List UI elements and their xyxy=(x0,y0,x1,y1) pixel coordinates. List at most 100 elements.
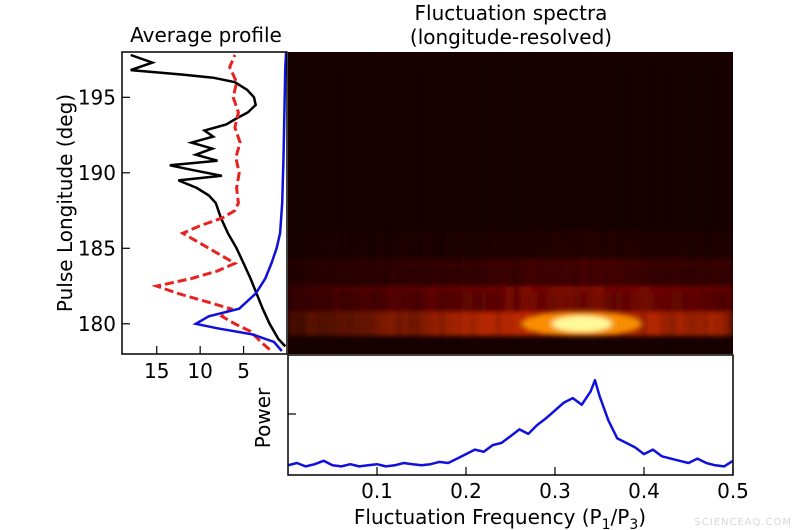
heatmap-cell-1-2 xyxy=(293,286,298,314)
heatmap-streak-61 xyxy=(535,52,537,354)
heatmap-streak-47 xyxy=(478,52,481,354)
profile-y-tick-label-1: 185 xyxy=(78,236,116,260)
heatmap-cell-2-135 xyxy=(688,258,692,293)
heatmap-cell-3-29 xyxy=(374,230,378,267)
heatmap-cell-2-35 xyxy=(391,258,395,293)
heatmap-cell-3-23 xyxy=(356,230,360,267)
heatmap-cell-1-49 xyxy=(433,286,437,314)
heatmap-streak-68 xyxy=(563,52,566,354)
heatmap-cell-0-16 xyxy=(335,311,339,336)
heatmap-streak-49 xyxy=(486,52,489,354)
heatmap-streak-84 xyxy=(628,52,631,354)
heatmap-cell-0-144 xyxy=(715,311,719,336)
heatmap-cell-0-66 xyxy=(483,311,487,336)
heatmap-cell-1-78 xyxy=(519,286,523,314)
power-series-line xyxy=(288,378,733,468)
heatmap-cell-1-125 xyxy=(658,286,662,314)
spectra-title-line-1: Fluctuation spectra xyxy=(415,1,608,25)
profile-title: Average profile xyxy=(130,23,282,47)
heatmap-streak-65 xyxy=(551,52,554,354)
heatmap-cell-1-127 xyxy=(664,286,668,314)
heatmap-cell-3-135 xyxy=(688,230,692,267)
heatmap-cell-3-28 xyxy=(371,230,375,267)
heatmap-cell-2-49 xyxy=(433,258,437,293)
heatmap-streak-100 xyxy=(693,52,695,354)
heatmap-cell-2-146 xyxy=(721,258,725,293)
heatmap-cell-0-75 xyxy=(510,311,514,336)
heatmap-cell-1-111 xyxy=(617,286,621,314)
heatmap-cell-2-138 xyxy=(697,258,701,293)
heatmap-cell-0-73 xyxy=(504,311,508,336)
heatmap-cell-3-57 xyxy=(457,230,461,267)
heatmap-cell-2-65 xyxy=(480,258,484,293)
heatmap-streak-55 xyxy=(510,52,513,354)
heatmap-streak-22 xyxy=(377,52,380,354)
heatmap-cell-0-76 xyxy=(513,311,517,336)
heatmap-cell-0-139 xyxy=(700,311,704,336)
heatmap-cell-3-27 xyxy=(368,230,372,267)
heatmap-cell-3-102 xyxy=(590,230,594,267)
heatmap-cell-1-86 xyxy=(543,286,547,314)
heatmap-cell-3-136 xyxy=(691,230,695,267)
heatmap-cell-0-148 xyxy=(727,311,731,336)
heatmap-cell-3-64 xyxy=(477,230,482,267)
heatmap-cell-3-76 xyxy=(513,230,517,267)
heatmap-cell-1-102 xyxy=(590,286,594,314)
heatmap-cell-3-32 xyxy=(382,230,387,267)
heatmap-cell-3-121 xyxy=(647,230,651,267)
profile-x-tick-label-0: 15 xyxy=(144,359,169,383)
heatmap-cell-2-44 xyxy=(418,258,422,293)
heatmap-cell-2-61 xyxy=(469,258,473,293)
heatmap-cell-0-45 xyxy=(421,311,425,336)
heatmap-cell-2-130 xyxy=(673,258,677,293)
heatmap-streak-91 xyxy=(656,52,659,354)
heatmap-cell-2-8 xyxy=(311,258,315,293)
heatmap-cell-0-67 xyxy=(486,311,490,336)
heatmap-cell-2-121 xyxy=(647,258,651,293)
heatmap-cell-2-9 xyxy=(314,258,318,293)
heatmap-cell-3-65 xyxy=(480,230,484,267)
heatmap-bands xyxy=(288,230,733,336)
heatmap-cell-2-125 xyxy=(658,258,662,293)
heatmap-cell-0-26 xyxy=(365,311,369,336)
heatmap-cell-2-139 xyxy=(700,258,704,293)
heatmap-cell-3-1 xyxy=(291,230,294,266)
heatmap-cell-3-96 xyxy=(572,230,576,267)
heatmap-cell-3-2 xyxy=(294,230,297,266)
heatmap-cell-3-50 xyxy=(436,230,440,267)
heatmap-streak-95 xyxy=(672,52,675,354)
heatmap-cell-2-137 xyxy=(694,258,698,293)
heatmap-cell-0-22 xyxy=(353,311,357,336)
heatmap-peak-core xyxy=(551,315,612,332)
heatmap-streak-14 xyxy=(344,52,347,354)
heatmap-cell-2-106 xyxy=(602,258,606,293)
heatmap-cell-1-6 xyxy=(305,286,309,314)
heatmap-cell-0-57 xyxy=(457,311,461,336)
heatmap-cell-0-63 xyxy=(474,311,479,336)
heatmap-streak-54 xyxy=(506,52,509,354)
heatmap-cell-1-115 xyxy=(629,286,633,314)
heatmap-cell-2-60 xyxy=(466,258,470,293)
heatmap-cell-1-92 xyxy=(560,286,565,314)
heatmap-cell-2-80 xyxy=(525,258,529,293)
heatmap-cell-3-85 xyxy=(540,230,544,267)
heatmap-cell-2-23 xyxy=(356,258,360,293)
heatmap-band-2 xyxy=(288,258,733,293)
heatmap-cell-2-34 xyxy=(388,258,393,293)
heatmap-streak-79 xyxy=(608,52,610,354)
heatmap-cell-3-98 xyxy=(578,230,582,267)
heatmap-cell-2-97 xyxy=(575,258,579,293)
heatmap-cell-3-0 xyxy=(288,230,291,266)
heatmap-cell-3-148 xyxy=(727,230,731,267)
heatmap-cell-0-119 xyxy=(641,311,645,336)
heatmap-cell-0-6 xyxy=(305,311,309,336)
heatmap-cell-1-93 xyxy=(563,286,568,314)
heatmap-cell-0-47 xyxy=(427,311,431,336)
heatmap-cell-2-39 xyxy=(403,258,407,293)
heatmap-cell-1-121 xyxy=(647,286,651,314)
heatmap-cell-3-110 xyxy=(614,230,618,267)
heatmap-cell-2-84 xyxy=(537,258,541,293)
heatmap-cell-1-122 xyxy=(649,286,654,314)
heatmap-cell-3-103 xyxy=(593,230,597,267)
